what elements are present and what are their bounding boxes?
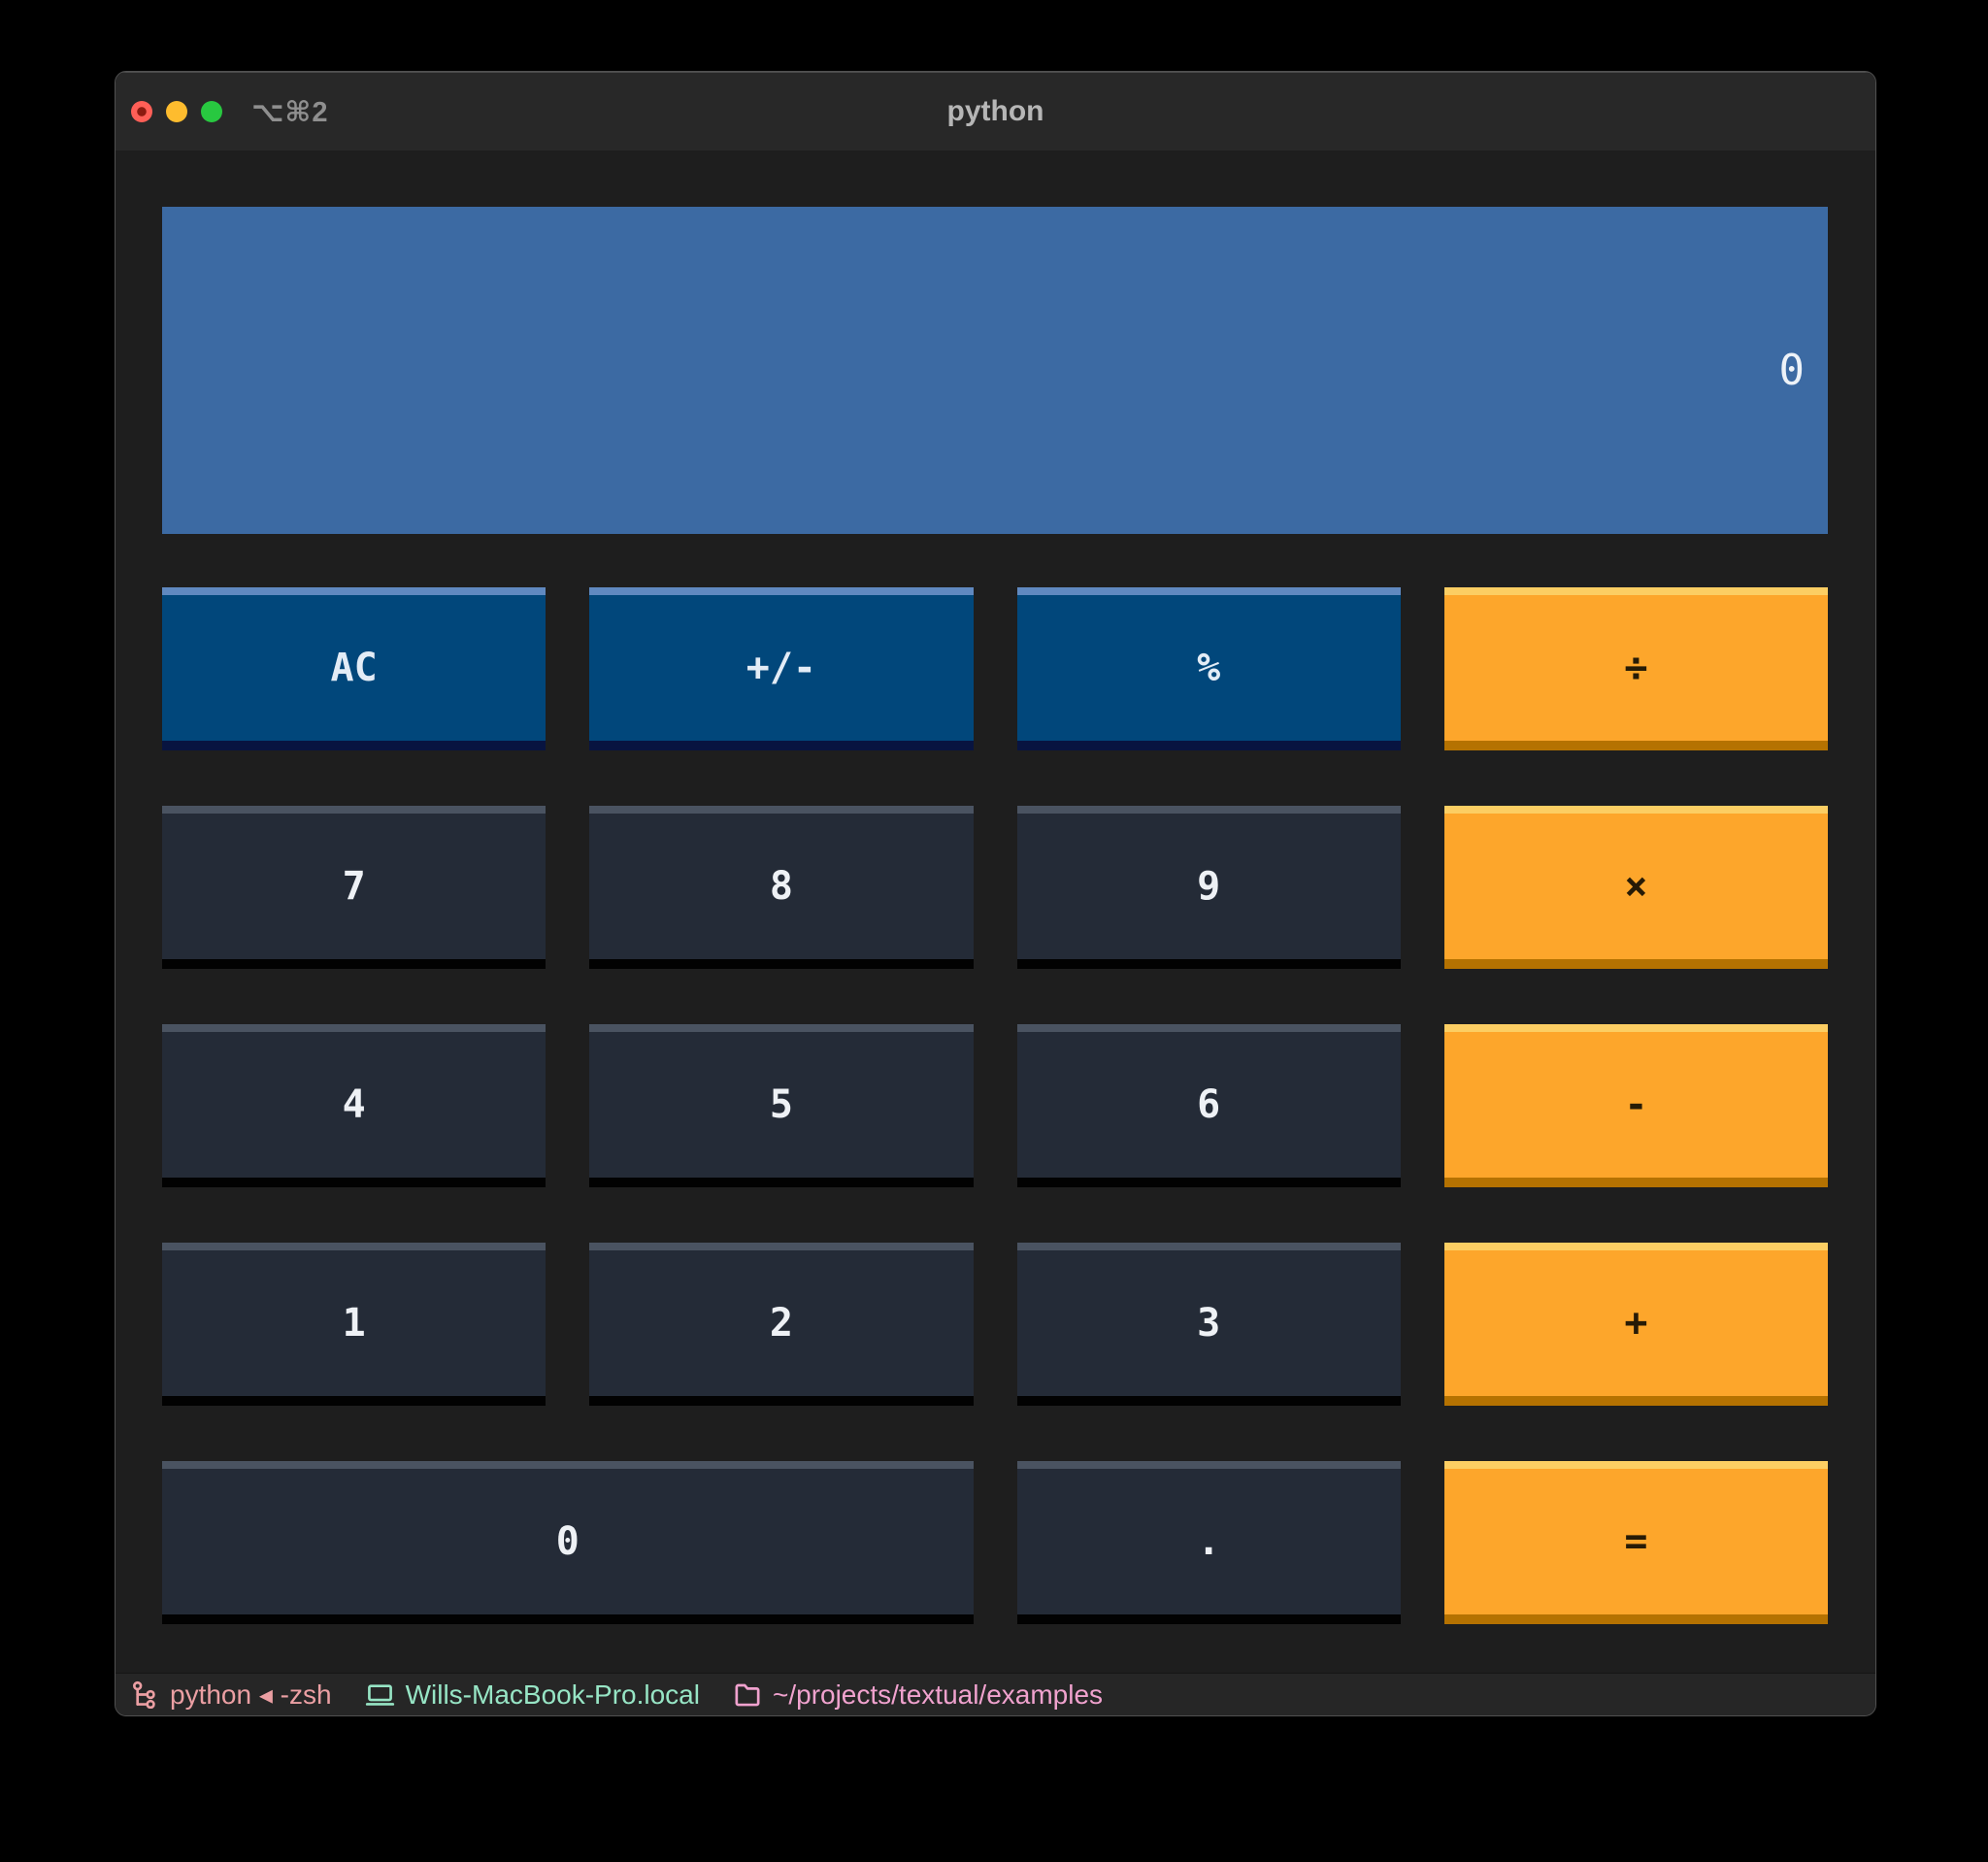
statusbar-hostname[interactable]: Wills-MacBook-Pro.local	[365, 1679, 700, 1711]
statusbar-job[interactable]: python ◂ -zsh	[131, 1679, 332, 1711]
calc-button-add[interactable]: +	[1443, 1243, 1828, 1406]
calc-button-digit-1[interactable]: 1	[162, 1243, 547, 1406]
calc-button-label: AC	[330, 646, 378, 690]
calc-button-digit-7[interactable]: 7	[162, 806, 547, 969]
calc-button-digit-6[interactable]: 6	[1016, 1024, 1401, 1187]
calc-button-digit-3[interactable]: 3	[1016, 1243, 1401, 1406]
calc-button-equals[interactable]: =	[1443, 1461, 1828, 1624]
calc-button-label: 9	[1197, 864, 1221, 909]
calc-button-digit-9[interactable]: 9	[1016, 806, 1401, 969]
calc-button-digit-5[interactable]: 5	[589, 1024, 974, 1187]
window-title: python	[946, 95, 1044, 127]
calc-button-subtract[interactable]: -	[1443, 1024, 1828, 1187]
calc-button-divide[interactable]: ÷	[1443, 587, 1828, 750]
minimize-button[interactable]	[166, 101, 187, 122]
close-button[interactable]	[131, 101, 152, 122]
titlebar: ⌥⌘2 python	[116, 72, 1875, 150]
calc-button-label: -	[1624, 1082, 1648, 1127]
calc-button-plus-minus[interactable]: +/-	[589, 587, 974, 750]
terminal-content: 0 AC +/-% ÷ 7 8 9 × 4 5 6 - 1 2 3 +0. =	[116, 150, 1875, 1673]
monitor-icon	[365, 1684, 394, 1706]
calc-button-digit-4[interactable]: 4	[162, 1024, 547, 1187]
terminal-statusbar: python ◂ -zsh Wills-MacBook-Pro.local ~/…	[116, 1673, 1875, 1715]
calc-button-decimal[interactable]: .	[1016, 1461, 1401, 1624]
calc-button-label: ×	[1624, 864, 1648, 909]
calc-button-clear[interactable]: AC	[162, 587, 547, 750]
calc-button-label: 1	[342, 1301, 366, 1346]
statusbar-working-directory[interactable]: ~/projects/textual/examples	[733, 1679, 1103, 1711]
calc-button-label: 4	[342, 1082, 366, 1127]
terminal-window: ⌥⌘2 python 0 AC +/-% ÷ 7 8 9 × 4 5 6 - 1 2 3 +0. = pyth…	[115, 71, 1876, 1716]
statusbar-hostname-label: Wills-MacBook-Pro.local	[405, 1679, 700, 1710]
window-shortcut-label: ⌥⌘2	[251, 96, 329, 128]
calc-button-label: 6	[1197, 1082, 1221, 1127]
zoom-button[interactable]	[201, 101, 222, 122]
calc-button-label: 7	[342, 864, 366, 909]
calc-button-label: 2	[769, 1301, 793, 1346]
calc-button-digit-2[interactable]: 2	[589, 1243, 974, 1406]
calc-button-multiply[interactable]: ×	[1443, 806, 1828, 969]
calc-button-label: ÷	[1624, 646, 1648, 690]
calc-button-label: =	[1624, 1519, 1648, 1564]
calculator-display-value: 0	[1778, 346, 1806, 395]
calc-button-label: %	[1197, 646, 1221, 690]
calc-button-label: +/-	[746, 646, 816, 690]
calculator-display: 0	[162, 207, 1828, 534]
calc-button-percent[interactable]: %	[1016, 587, 1401, 750]
process-tree-icon	[133, 1680, 155, 1709]
calc-button-digit-8[interactable]: 8	[589, 806, 974, 969]
calc-button-label: 5	[769, 1082, 793, 1127]
calc-button-digit-0[interactable]: 0	[162, 1461, 974, 1624]
statusbar-job-label: python ◂ -zsh	[170, 1679, 332, 1710]
statusbar-working-directory-label: ~/projects/textual/examples	[772, 1679, 1104, 1710]
calc-button-label: .	[1197, 1519, 1221, 1564]
calc-button-label: +	[1624, 1301, 1648, 1346]
traffic-lights	[131, 73, 222, 150]
calc-button-label: 8	[769, 864, 793, 909]
folder-icon	[735, 1683, 760, 1707]
calc-button-label: 0	[555, 1519, 580, 1564]
calculator-keypad: AC +/-% ÷ 7 8 9 × 4 5 6 - 1 2 3 +0. =	[162, 587, 1828, 1624]
calc-button-label: 3	[1197, 1301, 1221, 1346]
